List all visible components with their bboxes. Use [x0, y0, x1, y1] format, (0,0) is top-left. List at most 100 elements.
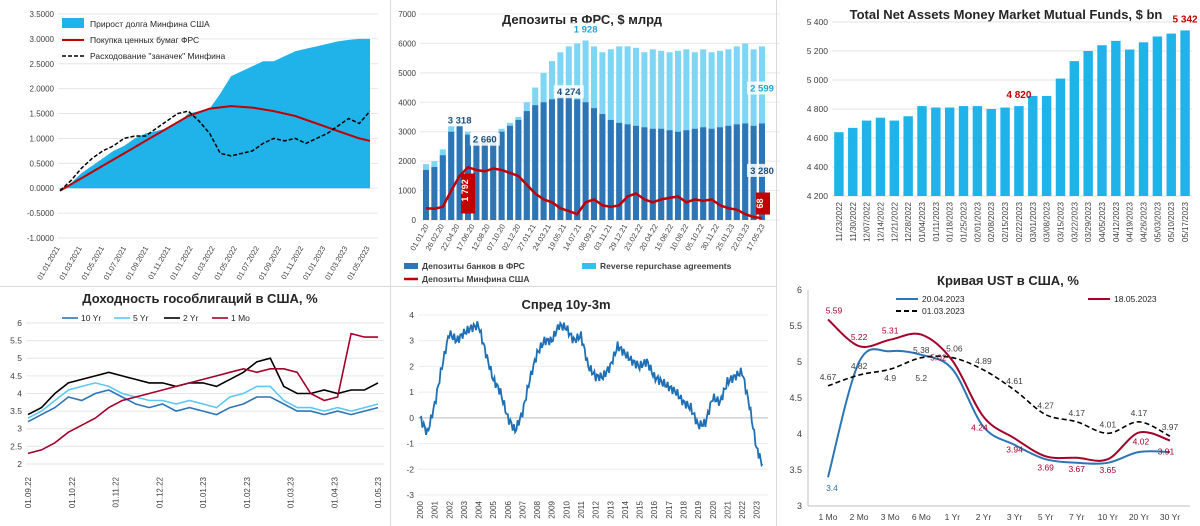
y-tick-label: -3 — [406, 490, 414, 500]
legend-label: 18.05.2023 — [1114, 294, 1157, 304]
data-label: 1 792 — [460, 179, 470, 202]
x-tick-label: 2013 — [606, 500, 615, 518]
x-tick-label: 6 Mo — [912, 512, 931, 522]
data-label: 3 318 — [448, 115, 472, 126]
x-tick-label: 04/12/2023 — [1112, 201, 1121, 242]
x-tick-label: 2006 — [504, 500, 513, 518]
data-label: 4.17 — [1068, 408, 1085, 418]
bar-bank-deposits — [523, 111, 530, 220]
bar-bank-deposits — [616, 122, 623, 220]
data-label: 3.4 — [826, 483, 838, 493]
bar — [861, 120, 872, 196]
legend-swatch — [404, 263, 418, 269]
y-tick-label: 2.5 — [10, 441, 22, 451]
data-label: 4.9 — [884, 373, 896, 383]
bar — [1000, 107, 1010, 196]
y-tick-label: 3.5 — [10, 406, 22, 416]
y-tick-label: 2 — [17, 459, 22, 469]
bar-bank-deposits — [649, 128, 656, 220]
x-tick-label: 5 Yr — [1038, 512, 1054, 522]
data-label: 3.67 — [1068, 464, 1085, 474]
data-label: 2 660 — [473, 135, 497, 146]
bar — [1152, 36, 1163, 196]
data-label: 2 599 — [750, 84, 774, 95]
legend-label: Покупка ценных бумаг ФРС — [90, 35, 199, 45]
bar-bank-deposits — [490, 137, 497, 220]
x-tick-label: 03/22/2023 — [1070, 201, 1079, 242]
bar-bank-deposits — [708, 128, 715, 220]
bar-bank-deposits — [448, 131, 455, 220]
x-tick-label: 1 Yr — [945, 512, 961, 522]
data-label-bg — [444, 113, 475, 127]
data-label-bg — [747, 163, 777, 177]
y-tick-label: 4.5 — [10, 371, 22, 381]
y-tick-label: 1.5000 — [30, 110, 55, 119]
x-tick-label: 02/08/2023 — [987, 201, 996, 242]
bar — [1124, 49, 1135, 196]
legend-swatch — [62, 18, 84, 28]
bar-bank-deposits — [683, 130, 690, 220]
x-tick-label: 05/03/2023 — [1153, 201, 1162, 242]
y-tick-label: 5000 — [398, 69, 416, 78]
x-tick-label: 01.11.22 — [112, 476, 121, 507]
x-tick-label: 2015 — [636, 500, 645, 518]
bar-bank-deposits — [716, 127, 724, 220]
x-tick-label: 03/08/2023 — [1043, 201, 1052, 242]
x-tick-label: 04/05/2023 — [1098, 201, 1107, 242]
data-label: 4 274 — [557, 87, 581, 98]
x-tick-label: 11/30/2022 — [849, 201, 858, 241]
x-tick-label: 01.01.23 — [199, 476, 208, 508]
y-tick-label: 3 — [409, 336, 414, 346]
x-tick-label: 01/04/2023 — [918, 201, 927, 242]
data-label: 4.17 — [1131, 408, 1148, 418]
data-label: 4.02 — [1133, 437, 1150, 447]
x-tick-label: 01.12.22 — [155, 476, 164, 508]
y-tick-label: 2.0000 — [30, 85, 55, 94]
y-tick-label: 1 — [409, 387, 414, 397]
x-tick-label: 2007 — [518, 500, 527, 518]
y-tick-label: 0.5000 — [30, 159, 55, 168]
y-tick-label: 4000 — [398, 98, 416, 107]
legend-label: 10 Yr — [81, 313, 101, 323]
bar-bank-deposits — [632, 125, 640, 220]
x-tick-label: 2010 — [562, 500, 571, 518]
legend-label: 2 Yr — [183, 313, 199, 323]
x-tick-label: 11/23/2022 — [835, 201, 844, 241]
bar-bank-deposits — [439, 155, 446, 220]
x-tick-label: 2023 — [753, 500, 762, 518]
y-tick-label: 4 — [409, 310, 414, 320]
bar — [1180, 30, 1190, 196]
yield-spread-chart: 4 3 2 1 0 -1 -2 -3 Спред 10у-3m 2000 2001 2002 2003 2… — [396, 287, 774, 526]
chart-title: Спред 10у-3m — [521, 297, 610, 312]
bar-bank-deposits — [742, 123, 749, 220]
x-tick-label: 2005 — [489, 500, 498, 518]
legend-swatch — [582, 263, 596, 269]
bar-bank-deposits — [422, 169, 430, 220]
series-line-2 — [27, 357, 379, 416]
x-tick-label: 02/15/2023 — [1001, 201, 1010, 242]
data-label: 5.38 — [913, 345, 930, 355]
series-line-0 — [827, 348, 1171, 478]
y-tick-label: 5.5 — [789, 321, 802, 331]
chart-title: Депозиты в ФРС, $ млрд — [502, 12, 663, 27]
y-tick-label: 4 800 — [807, 104, 829, 114]
x-tick-label: 2 Mo — [850, 512, 869, 522]
y-tick-label: 4 200 — [807, 191, 829, 201]
bar-bank-deposits — [582, 102, 589, 220]
data-label: 5.2 — [915, 373, 927, 383]
bar-bank-deposits — [658, 128, 665, 220]
treasury-yields-svg: 6 5.5 5 4.5 4 3.5 3 2.5 2 Доходность гособлигаций… — [10, 291, 384, 508]
money-market-funds-chart: 5 400 5 200 5 000 4 800 4 600 4 400 4 200 Total… — [792, 0, 1200, 270]
fed-deposits-chart: 7000 6000 5000 4000 3000 2000 1000 0 Депозиты в … — [392, 0, 788, 285]
bar — [931, 107, 941, 196]
y-tick-label: 3.0000 — [30, 35, 55, 44]
x-tick-label: 03/01/2023 — [1029, 201, 1038, 242]
x-tick-label: 01.03.23 — [287, 476, 296, 508]
data-label-bg — [469, 132, 500, 146]
bar — [1014, 106, 1024, 196]
y-tick-label: 4 600 — [807, 133, 829, 143]
bar-bank-deposits — [515, 119, 522, 220]
bar-bank-deposits — [532, 105, 539, 220]
bar-bank-deposits — [540, 102, 547, 220]
